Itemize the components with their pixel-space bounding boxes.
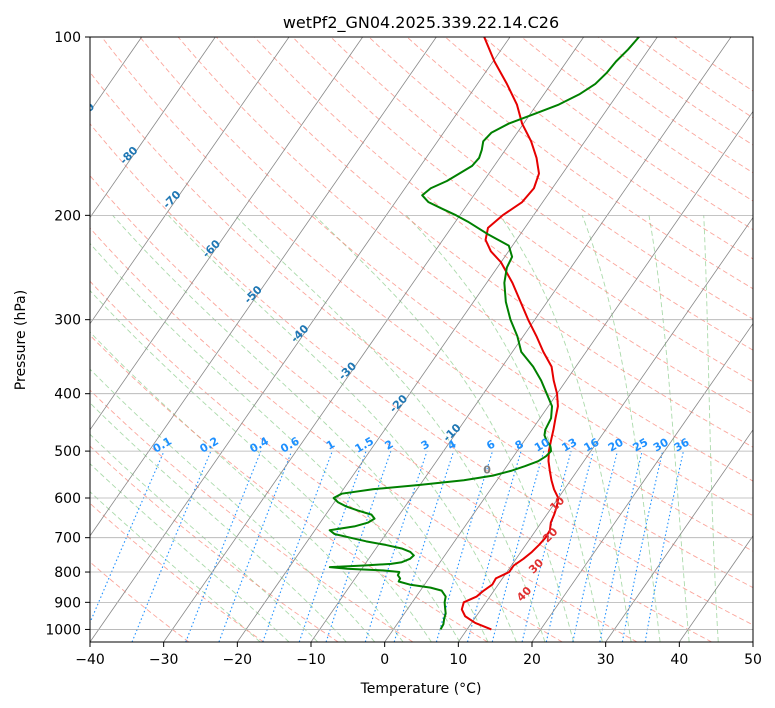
x-tick-label: 40: [670, 652, 688, 668]
moist-adiabat-line: [90, 331, 404, 642]
y-tick-label: 400: [54, 387, 81, 403]
y-tick-label: 100: [54, 30, 81, 46]
mixing-ratio-line: [393, 450, 455, 642]
y-tick-label: 1000: [45, 622, 81, 638]
dewpoint-trace: [328, 37, 640, 630]
dry-adiabat-line: [90, 502, 264, 642]
isotherm-line: [384, 110, 753, 642]
x-tick-label: 10: [449, 652, 467, 668]
dry-adiabat-line: [292, 37, 753, 383]
isotherm-line: [310, 37, 732, 642]
dry-adiabat-line: [254, 37, 753, 415]
mixing-ratio-line: [131, 450, 212, 642]
mixing-ratio-line: [644, 450, 684, 642]
mixing-ratio-line: [572, 450, 619, 642]
x-tick-label: −30: [149, 652, 179, 668]
dry-adiabat-line: [330, 37, 753, 351]
moist-adiabat-line: [112, 215, 489, 642]
x-tick-label: 0: [380, 652, 389, 668]
mixing-ratio-line: [325, 450, 392, 642]
dry-adiabat-line: [90, 174, 712, 642]
y-tick-label: 200: [54, 208, 81, 224]
x-tick-label: −40: [75, 652, 105, 668]
mixing-ratio-line: [521, 450, 572, 642]
isotherm-line: [90, 37, 290, 325]
isotherm-line: [605, 429, 753, 642]
x-axis-label: Temperature (°C): [360, 681, 482, 697]
isotherm-line: [90, 37, 437, 537]
y-axis: 100 200 300 400 500 600 700 800 900 1000: [45, 30, 90, 638]
dry-adiabat-line: [90, 334, 488, 642]
sounding-series: [328, 37, 640, 631]
mixing-ratio-line: [298, 450, 367, 642]
moist-adiabat-line: [648, 215, 690, 642]
dry-adiabat-line: [215, 37, 753, 448]
mixing-ratio-line: [466, 450, 522, 642]
isotherm-line: [90, 37, 216, 219]
dry-adiabat-line: [90, 123, 753, 626]
dry-adiabat-line: [90, 280, 563, 642]
y-tick-label: 300: [54, 313, 81, 329]
y-tick-label: 600: [54, 491, 81, 507]
mixing-ratio-line: [545, 450, 594, 642]
isotherms: [90, 37, 753, 642]
dry-adiabat-line: [597, 37, 753, 146]
moist-adiabat-line: [90, 368, 376, 642]
chart-title: wetPf2_GN04.2025.339.22.14.C26: [283, 13, 559, 33]
x-tick-label: 20: [523, 652, 541, 668]
mixing-ratio-line: [491, 450, 545, 642]
isobars: [90, 37, 753, 630]
moist-adiabat-line: [90, 289, 432, 642]
isotherm-line: [90, 37, 511, 642]
moist-adiabat-line: [168, 215, 517, 642]
moist-adiabat-line: [405, 215, 603, 642]
dry-adiabat-line: [90, 389, 414, 642]
y-tick-label: 500: [54, 444, 81, 460]
dry-adiabat-line: [90, 71, 753, 589]
moist-adiabat-label: 0: [483, 463, 491, 476]
x-tick-label: −10: [296, 652, 326, 668]
y-axis-label: Pressure (hPa): [13, 290, 29, 390]
temperature-trace: [460, 37, 560, 631]
isotherm-label: -90: [74, 100, 97, 123]
isotherm-line: [679, 535, 753, 642]
dry-adiabat-line: [90, 445, 339, 642]
plot-frame: [89, 36, 754, 643]
mixing-ratio-line: [621, 450, 664, 642]
x-tick-label: 30: [597, 652, 615, 668]
isotherm-line: [531, 322, 753, 642]
y-tick-label: 700: [54, 531, 81, 547]
isotherm-line: [458, 216, 753, 642]
dry-adiabat-line: [101, 37, 753, 552]
mixing-ratio-line: [262, 450, 333, 642]
isotherm-line: [237, 37, 658, 642]
isotherm-line: [163, 37, 584, 642]
isotherm-line: [90, 37, 363, 431]
moist-adiabat-line: [90, 242, 461, 642]
moist-adiabat-line: [703, 215, 719, 642]
x-tick-label: −20: [223, 652, 253, 668]
dry-adiabat-line: [559, 37, 753, 174]
moist-adiabat-line: [314, 215, 575, 642]
y-tick-label: 800: [54, 565, 81, 581]
moist-adiabat-line: [90, 402, 347, 642]
y-tick-label: 900: [54, 595, 81, 611]
dry-adiabat-line: [90, 227, 638, 642]
mixing-ratio-line: [90, 450, 165, 625]
dry-adiabat-line: [483, 37, 753, 231]
moist-adiabats: [90, 215, 719, 642]
x-axis: −40 −30 −20 −10 0 10 20 30 40 50: [75, 642, 762, 668]
moist-adiabat-line: [581, 215, 661, 642]
mixing-ratio-line: [599, 450, 643, 642]
moist-adiabat-line: [90, 491, 261, 642]
x-tick-label: 50: [744, 652, 762, 668]
moist-adiabat-line: [234, 215, 546, 642]
